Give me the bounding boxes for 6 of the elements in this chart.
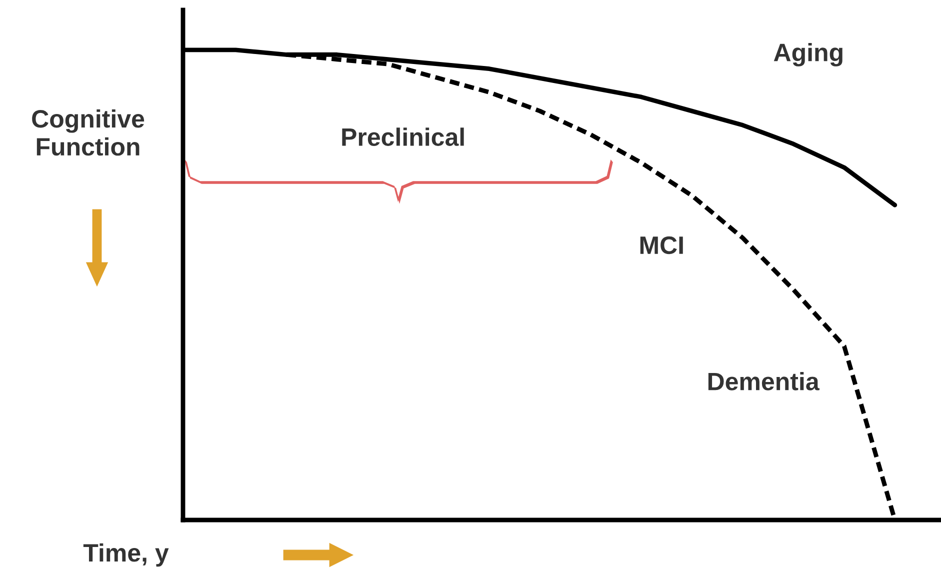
annotation: Preclinical xyxy=(342,128,464,146)
x-axis-title: Time, y xyxy=(83,543,169,567)
annotation: Aging xyxy=(774,42,842,66)
annotation: Dementia xyxy=(708,372,820,390)
y-axis-title: Cognitive Function xyxy=(32,109,144,156)
annotation: MCI xyxy=(640,236,683,254)
